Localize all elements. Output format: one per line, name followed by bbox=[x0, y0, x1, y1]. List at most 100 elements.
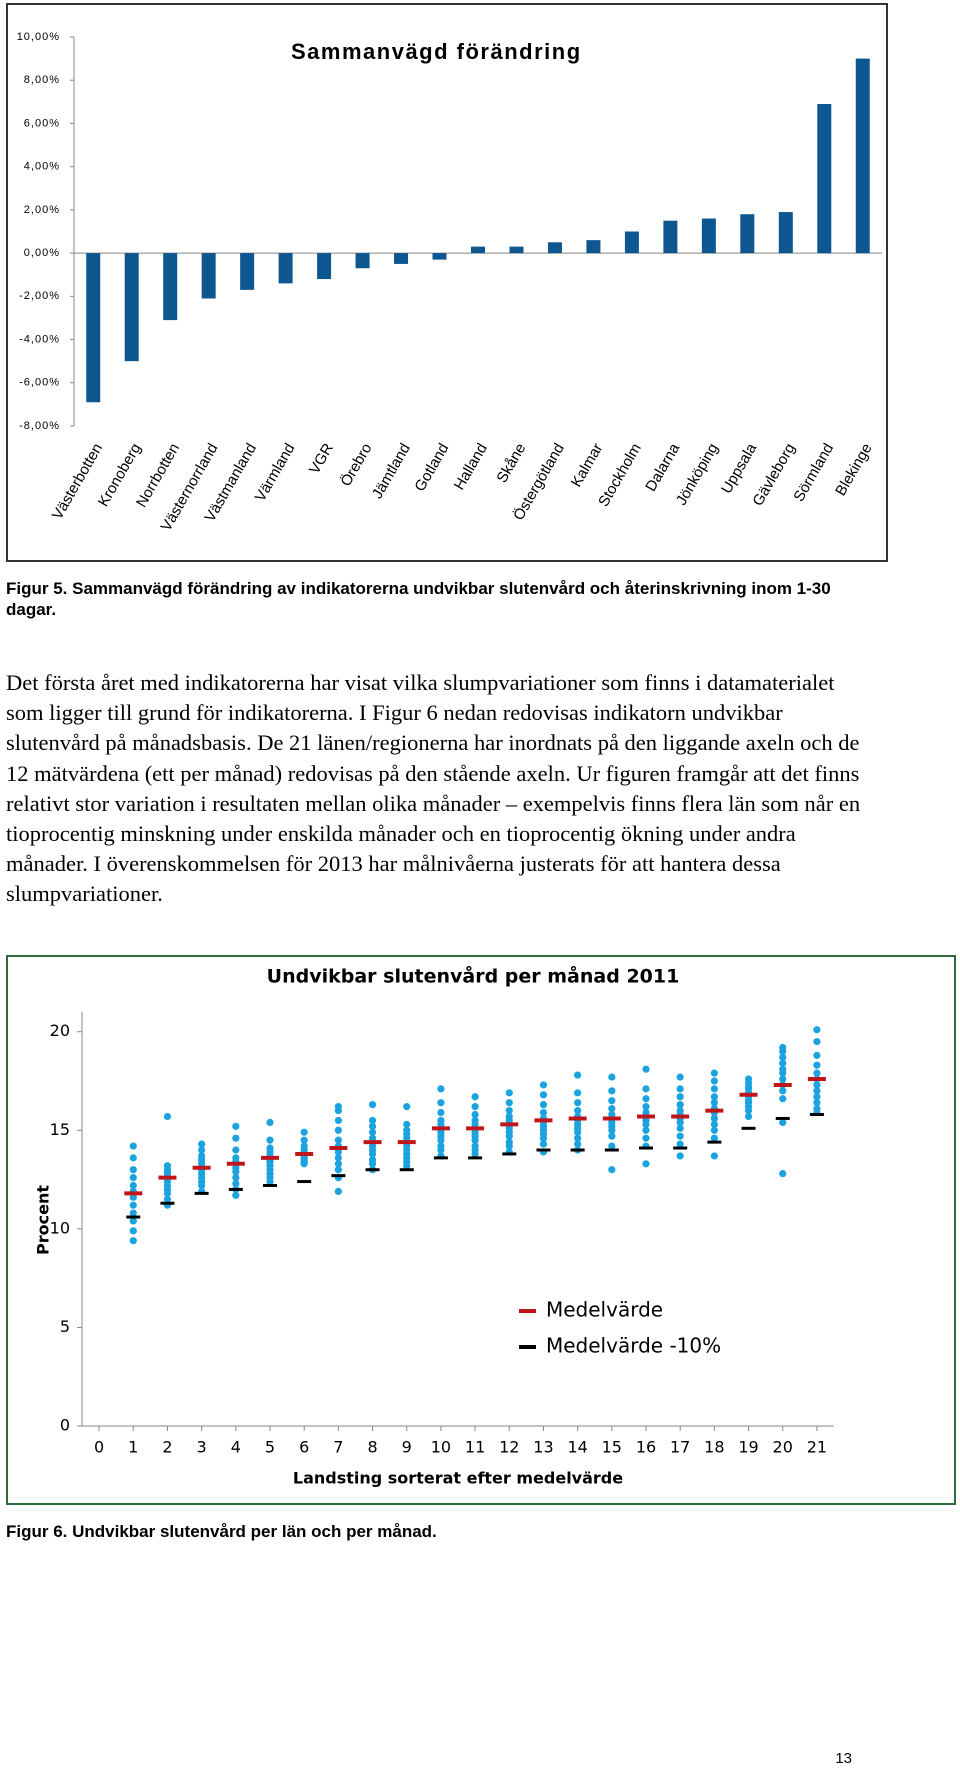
data-point bbox=[232, 1168, 240, 1176]
data-point bbox=[779, 1053, 787, 1061]
data-point bbox=[539, 1081, 548, 1089]
y-tick-label: 10 bbox=[50, 1218, 70, 1237]
data-point bbox=[710, 1077, 718, 1085]
y-tick-label: 2,00% bbox=[24, 204, 60, 216]
bar bbox=[201, 253, 216, 299]
data-point bbox=[368, 1150, 377, 1158]
data-point bbox=[710, 1069, 718, 1077]
data-point bbox=[129, 1193, 137, 1201]
data-point bbox=[779, 1075, 787, 1083]
y-tick-label: -8,00% bbox=[19, 420, 60, 432]
bar bbox=[855, 58, 870, 254]
data-point bbox=[437, 1099, 445, 1107]
data-point bbox=[334, 1106, 342, 1115]
data-point bbox=[198, 1146, 206, 1154]
chart-title: Sammanvägd förändring bbox=[291, 39, 582, 64]
y-tick-label: -2,00% bbox=[19, 290, 60, 302]
data-point bbox=[813, 1061, 821, 1069]
x-tick-label: Uppsala bbox=[718, 440, 761, 497]
data-point bbox=[608, 1073, 616, 1081]
y-axis-label: Procent bbox=[34, 1185, 53, 1255]
data-point bbox=[129, 1237, 137, 1245]
data-point bbox=[505, 1106, 513, 1115]
page-number: 13 bbox=[835, 1750, 852, 1767]
data-point bbox=[710, 1093, 718, 1101]
data-point bbox=[710, 1126, 718, 1134]
data-point bbox=[129, 1166, 137, 1174]
data-point bbox=[642, 1095, 650, 1103]
data-point bbox=[676, 1152, 684, 1160]
data-point bbox=[608, 1142, 616, 1150]
scatter-chart: Undvikbar slutenvård per månad 2011 Land… bbox=[6, 955, 956, 1505]
x-tick-label: 8 bbox=[367, 1438, 377, 1457]
data-point bbox=[437, 1146, 445, 1154]
bar bbox=[163, 253, 178, 321]
data-point bbox=[334, 1187, 342, 1195]
y-tick-label: 0 bbox=[60, 1416, 70, 1435]
bar bbox=[471, 246, 485, 254]
data-point bbox=[813, 1093, 821, 1101]
data-point bbox=[813, 1081, 821, 1089]
x-tick-label: 9 bbox=[402, 1438, 412, 1457]
x-tick-label: 17 bbox=[670, 1438, 690, 1457]
y-tick-label: 6,00% bbox=[24, 117, 60, 129]
data-point bbox=[300, 1128, 308, 1136]
bar bbox=[355, 253, 370, 269]
x-tick-label: Västerbotten bbox=[49, 440, 106, 522]
data-point bbox=[266, 1136, 274, 1144]
data-point bbox=[574, 1089, 582, 1097]
data-point bbox=[334, 1136, 342, 1144]
data-point bbox=[779, 1118, 787, 1126]
data-point bbox=[813, 1087, 821, 1095]
data-point bbox=[129, 1217, 137, 1225]
data-point bbox=[779, 1069, 787, 1077]
data-point bbox=[471, 1093, 479, 1101]
data-point bbox=[710, 1120, 718, 1128]
data-point bbox=[368, 1101, 377, 1109]
data-point bbox=[676, 1073, 684, 1081]
data-point bbox=[403, 1162, 411, 1170]
y-tick-label: 8,00% bbox=[24, 74, 60, 86]
data-point bbox=[642, 1120, 650, 1128]
legend-label: Medelvärde bbox=[546, 1298, 663, 1322]
data-point bbox=[642, 1160, 650, 1168]
data-point bbox=[642, 1085, 650, 1093]
data-point bbox=[539, 1091, 548, 1099]
x-tick-label: 3 bbox=[197, 1438, 207, 1457]
data-point bbox=[505, 1089, 513, 1097]
data-point bbox=[779, 1095, 787, 1103]
y-tick-label: 4,00% bbox=[24, 161, 60, 173]
data-point bbox=[266, 1118, 274, 1126]
data-point bbox=[608, 1126, 616, 1134]
data-point bbox=[471, 1136, 479, 1144]
data-point bbox=[574, 1140, 582, 1148]
x-tick-label: Dalarna bbox=[642, 440, 683, 495]
data-point bbox=[232, 1179, 240, 1188]
data-point bbox=[608, 1105, 616, 1113]
data-point bbox=[676, 1101, 684, 1109]
data-point bbox=[539, 1140, 548, 1148]
data-point bbox=[403, 1120, 411, 1128]
y-tick-label: 0,00% bbox=[24, 247, 60, 259]
bar bbox=[432, 253, 447, 260]
data-point bbox=[676, 1093, 684, 1101]
data-point bbox=[642, 1134, 650, 1142]
data-point bbox=[539, 1101, 548, 1109]
data-point bbox=[471, 1150, 479, 1158]
data-point bbox=[779, 1047, 787, 1056]
data-point bbox=[368, 1116, 377, 1125]
data-point bbox=[300, 1160, 308, 1168]
data-point bbox=[710, 1114, 718, 1123]
data-point bbox=[574, 1071, 582, 1079]
x-tick-label: 12 bbox=[499, 1438, 519, 1457]
bar bbox=[317, 253, 332, 280]
x-axis-label: Landsting sorterat efter medelvärde bbox=[293, 1469, 623, 1488]
data-point bbox=[129, 1227, 137, 1235]
data-point bbox=[710, 1134, 718, 1142]
x-tick-label: 4 bbox=[231, 1438, 241, 1457]
y-tick-label: -4,00% bbox=[19, 333, 60, 345]
bar bbox=[509, 246, 524, 254]
x-tick-label: 21 bbox=[807, 1438, 827, 1457]
y-tick-label: 15 bbox=[50, 1120, 70, 1139]
data-point bbox=[505, 1099, 513, 1107]
